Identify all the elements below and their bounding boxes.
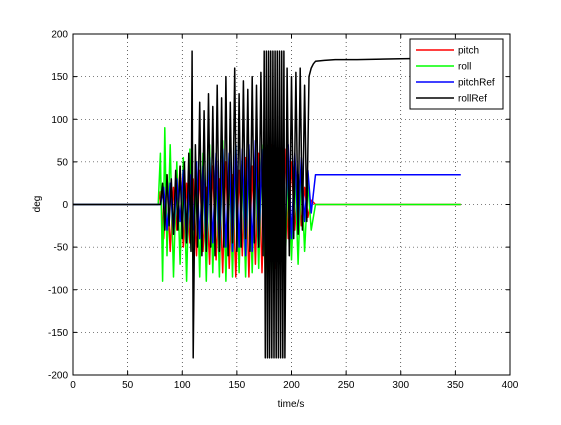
y-tick-label: -50 — [54, 243, 69, 254]
y-tick-label: -150 — [48, 328, 68, 339]
y-tick-label: 0 — [62, 200, 68, 211]
y-axis-label: deg — [32, 196, 43, 213]
x-tick-label: 150 — [229, 380, 246, 391]
x-tick-label: 250 — [338, 380, 355, 391]
legend-label: roll — [458, 62, 471, 73]
legend-label: rollRef — [458, 94, 487, 105]
series-layer — [73, 50, 461, 359]
x-tick-label: 100 — [174, 380, 191, 391]
legend-label: pitch — [458, 46, 479, 57]
x-tick-label: 0 — [70, 380, 76, 391]
y-tick-label: 150 — [51, 72, 68, 83]
y-tick-label: 200 — [51, 30, 68, 41]
series-line-rollRef — [73, 50, 461, 359]
y-tick-label: 100 — [51, 115, 68, 126]
y-tick-label: -200 — [48, 371, 68, 382]
y-tick-label: -100 — [48, 285, 68, 296]
x-tick-label: 200 — [283, 380, 300, 391]
legend-label: pitchRef — [458, 78, 495, 89]
x-tick-label: 50 — [122, 380, 134, 391]
x-axis-label: time/s — [278, 399, 305, 410]
x-tick-label: 300 — [392, 380, 409, 391]
x-tick-label: 400 — [502, 380, 519, 391]
legend: pitch roll pitchRef rollRef — [409, 38, 504, 110]
x-tick-label: 350 — [447, 380, 464, 391]
y-tick-label: 50 — [57, 157, 69, 168]
ticks: 0 50 100 150 200 250 300 350 400 -200 -150 -100 -50 0… — [48, 30, 519, 392]
